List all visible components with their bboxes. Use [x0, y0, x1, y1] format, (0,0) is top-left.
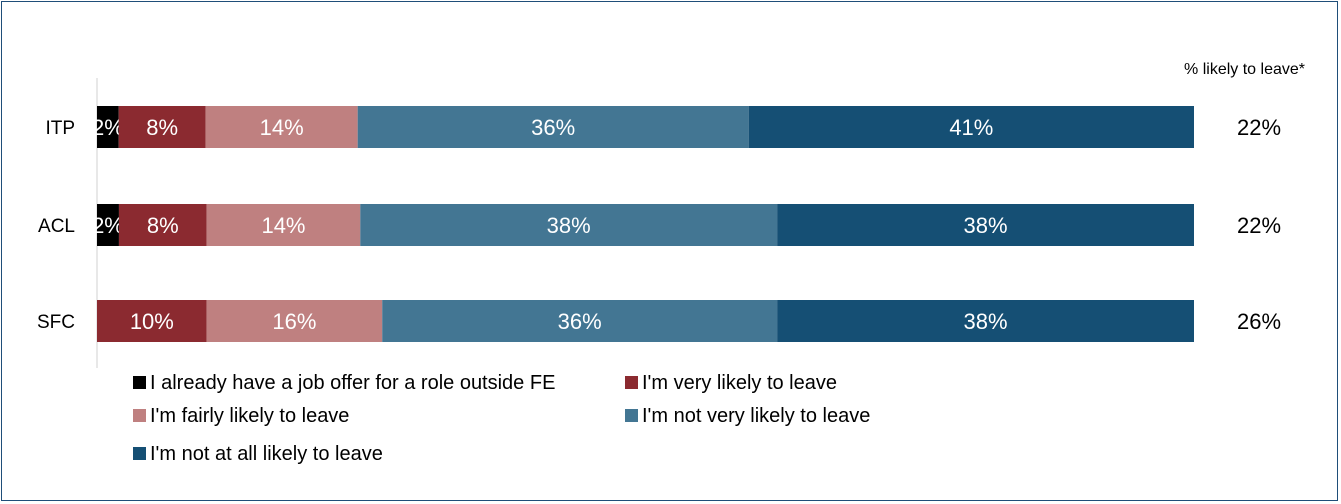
- bar-segment: [118, 106, 206, 148]
- category-label-itp: ITP: [45, 118, 75, 139]
- legend-label: I'm very likely to leave: [642, 372, 837, 394]
- data-label: 8%: [146, 115, 178, 140]
- legend-swatch: [133, 409, 146, 422]
- legend-swatch: [133, 376, 146, 389]
- data-label: 2%: [92, 213, 124, 238]
- data-label: 36%: [558, 309, 602, 334]
- data-label: 8%: [147, 213, 179, 238]
- likely-to-leave-value: 22%: [1237, 115, 1281, 140]
- data-label: 38%: [547, 213, 591, 238]
- bar-segment: [206, 300, 383, 342]
- legend-label: I'm not very likely to leave: [642, 405, 870, 427]
- right-column-header: % likely to leave*: [1184, 61, 1305, 78]
- data-label: 38%: [964, 309, 1008, 334]
- bar-segment: [206, 204, 361, 246]
- bar-segment: [360, 204, 778, 246]
- legend-swatch: [133, 447, 146, 460]
- data-label: 36%: [531, 115, 575, 140]
- legend-swatch: [625, 376, 638, 389]
- legend-swatch: [625, 409, 638, 422]
- category-label-acl: ACL: [38, 216, 75, 237]
- data-label: 16%: [272, 309, 316, 334]
- legend-label: I'm not at all likely to leave: [150, 443, 383, 465]
- legend-label: I already have a job offer for a role ou…: [150, 372, 555, 394]
- data-label: 10%: [130, 309, 174, 334]
- data-label: 14%: [260, 115, 304, 140]
- likely-to-leave-value: 22%: [1237, 213, 1281, 238]
- bar-segment: [777, 300, 1194, 342]
- data-label: 41%: [949, 115, 993, 140]
- bar-segment: [97, 300, 207, 342]
- data-label: 38%: [964, 213, 1008, 238]
- bar-segment: [748, 106, 1194, 148]
- bar-segment: [97, 106, 119, 148]
- bar-segment: [777, 204, 1194, 246]
- bar-segment: [357, 106, 749, 148]
- bar-segment: [205, 106, 358, 148]
- category-label-sfc: SFC: [37, 312, 75, 333]
- bar-segment: [97, 204, 119, 246]
- bar-segment: [382, 300, 778, 342]
- data-label: 2%: [92, 115, 124, 140]
- legend-label: I'm fairly likely to leave: [150, 405, 349, 427]
- likely-to-leave-value: 26%: [1237, 309, 1281, 334]
- data-label: 14%: [261, 213, 305, 238]
- bar-segment: [118, 204, 207, 246]
